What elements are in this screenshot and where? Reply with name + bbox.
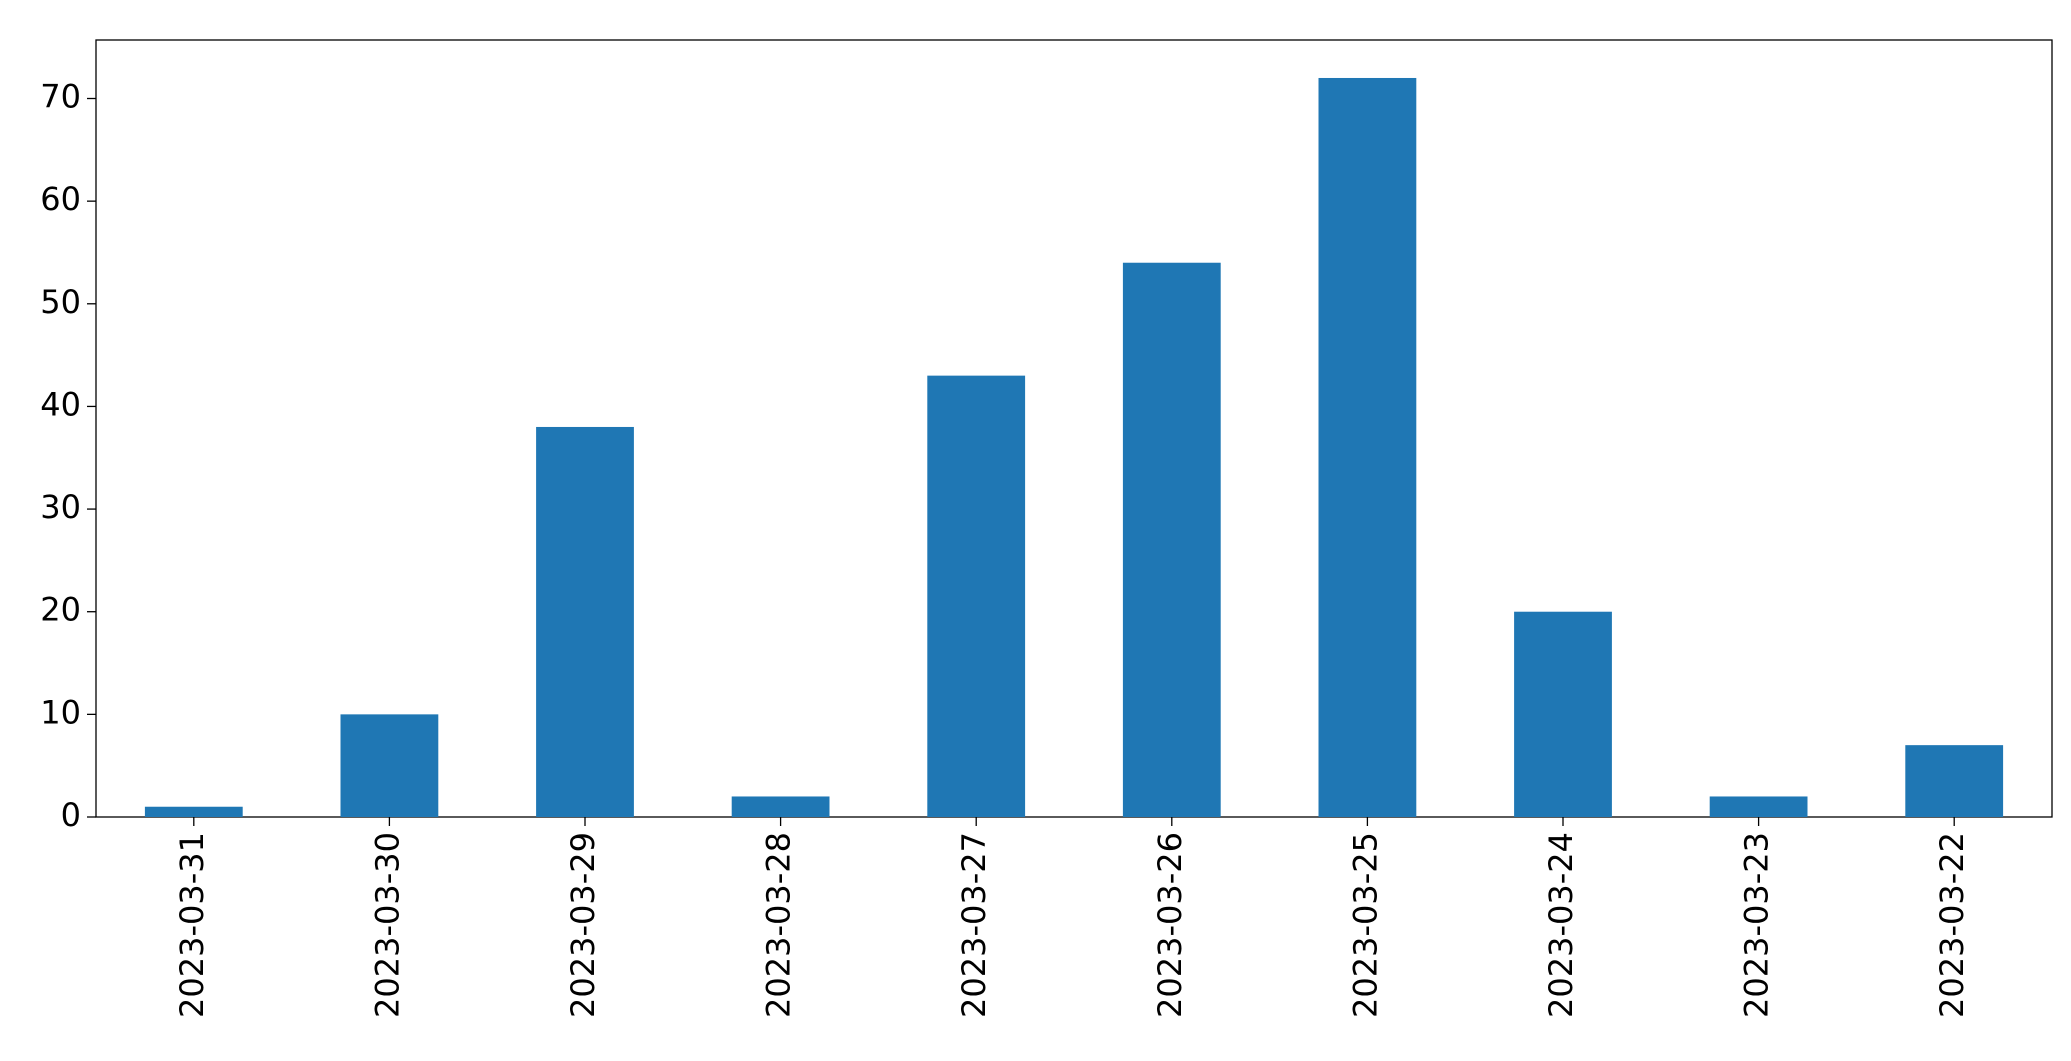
y-tick-label: 30 [40,488,81,526]
y-tick-label: 50 [40,283,81,321]
bar [144,806,243,817]
x-tick-label: 2023-03-28 [760,832,798,1018]
y-tick-label: 0 [61,796,81,834]
y-tick-label: 20 [40,591,81,629]
x-tick-label: 2023-03-25 [1346,832,1384,1018]
bar [536,426,634,817]
x-tick-label: 2023-03-31 [173,832,211,1018]
plot-frame [95,39,2053,818]
bar [1709,796,1808,817]
y-tick-label: 70 [40,78,81,116]
bar [340,714,439,817]
x-tick-label: 2023-03-23 [1738,832,1776,1018]
bar [927,375,1026,817]
bar [731,796,830,817]
y-tick-label: 10 [40,693,81,731]
y-tick-label: 40 [40,385,81,423]
bar [1514,611,1612,817]
x-tick-label: 2023-03-22 [1933,832,1971,1018]
y-tick-label: 60 [40,180,81,218]
bar [1318,77,1417,818]
x-tick-label: 2023-03-30 [368,832,406,1018]
x-tick-label: 2023-03-27 [955,832,993,1018]
bar [1905,745,2004,817]
x-tick-label: 2023-03-29 [564,832,602,1018]
bar [1122,262,1221,817]
x-tick-label: 2023-03-24 [1542,832,1580,1018]
x-tick-label: 2023-03-26 [1151,832,1189,1018]
